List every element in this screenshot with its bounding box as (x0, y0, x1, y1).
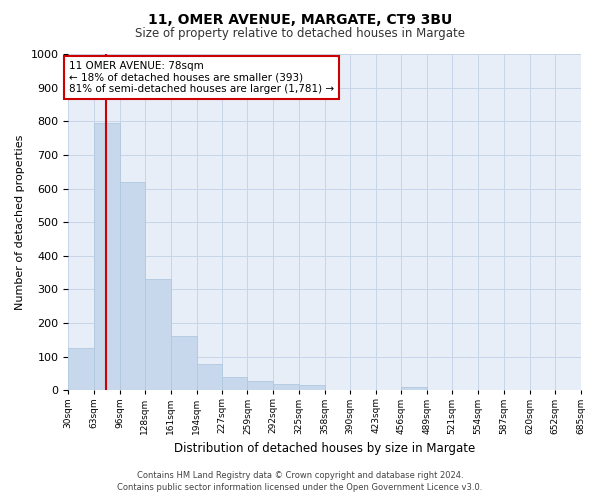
Text: Size of property relative to detached houses in Margate: Size of property relative to detached ho… (135, 28, 465, 40)
Text: 11 OMER AVENUE: 78sqm
← 18% of detached houses are smaller (393)
81% of semi-det: 11 OMER AVENUE: 78sqm ← 18% of detached … (69, 60, 334, 94)
Bar (299, 386, 325, 390)
Bar (68, 348, 94, 391)
X-axis label: Distribution of detached houses by size in Margate: Distribution of detached houses by size … (174, 442, 475, 455)
Text: 11, OMER AVENUE, MARGATE, CT9 3BU: 11, OMER AVENUE, MARGATE, CT9 3BU (148, 12, 452, 26)
Bar (273, 384, 299, 390)
Bar (145, 280, 171, 390)
Bar (197, 364, 223, 390)
Bar (120, 182, 145, 390)
Bar (171, 336, 197, 390)
Bar (94, 123, 120, 390)
Bar (223, 377, 247, 390)
Bar (247, 381, 273, 390)
Bar (401, 387, 427, 390)
Text: Contains HM Land Registry data © Crown copyright and database right 2024.
Contai: Contains HM Land Registry data © Crown c… (118, 471, 482, 492)
Y-axis label: Number of detached properties: Number of detached properties (15, 134, 25, 310)
